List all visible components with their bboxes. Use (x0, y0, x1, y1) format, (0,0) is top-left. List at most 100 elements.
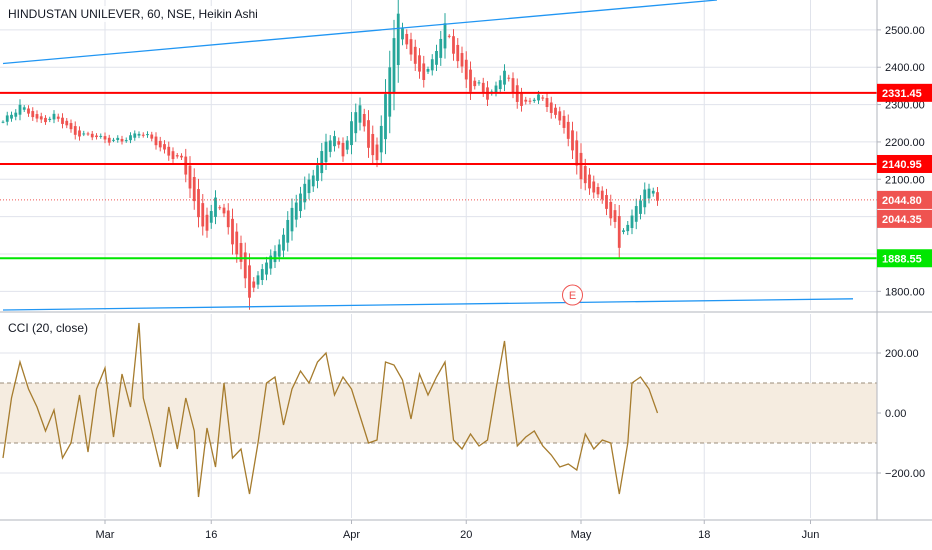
secondary-price-badge-label: 2044.35 (882, 214, 922, 226)
candle (405, 29, 409, 50)
candle (430, 54, 434, 76)
candle (609, 194, 613, 226)
candle-body (435, 50, 438, 65)
candle-body (354, 112, 358, 134)
secondary-price-badge-bg (877, 209, 932, 228)
candle-body (56, 116, 60, 119)
candle (656, 186, 659, 206)
candle (129, 132, 132, 144)
candle-body (498, 80, 502, 90)
candle (82, 130, 86, 137)
candle (626, 220, 630, 236)
time-tick-label: 20 (460, 529, 472, 541)
candle (354, 103, 358, 142)
candle-body (443, 23, 447, 49)
candle (639, 195, 642, 220)
candle-body (418, 55, 421, 72)
candle (328, 135, 332, 158)
earnings-marker: E (562, 284, 583, 306)
candle-body (358, 105, 362, 123)
candle-body (345, 140, 349, 150)
candle-body (171, 151, 175, 160)
candle-body (286, 219, 290, 243)
secondary-price-badge: 2044.35 (877, 209, 932, 228)
candle (146, 131, 149, 138)
candle (260, 264, 264, 286)
candle-body (201, 203, 205, 227)
candle-body (107, 137, 111, 143)
candle (86, 131, 90, 136)
candle-body (103, 136, 107, 140)
candle-body (596, 187, 600, 195)
candle (303, 176, 307, 210)
candle-body (634, 206, 638, 222)
candle-body (256, 275, 260, 285)
candle (367, 110, 370, 158)
candle-body (52, 113, 56, 120)
level-badge: 2331.45 (877, 83, 932, 102)
candle-body (473, 80, 477, 87)
candle (350, 112, 353, 155)
candle (511, 72, 515, 99)
candle-body (639, 200, 642, 214)
candle-body (214, 197, 217, 217)
candle (299, 186, 302, 218)
candle (10, 111, 13, 122)
price-tick-label: 2400.00 (885, 62, 925, 74)
candle (31, 107, 35, 121)
chart-title: HINDUSTAN UNILEVER, 60, NSE, Heikin Ashi (6, 6, 260, 22)
candle-body (39, 116, 43, 120)
candle (532, 97, 536, 103)
candle (22, 105, 26, 112)
candle (95, 133, 98, 140)
candle (290, 198, 294, 241)
candle (524, 96, 528, 105)
candle-body (520, 93, 523, 106)
candle (333, 130, 336, 152)
candle-body (392, 38, 396, 92)
candle-body (95, 135, 98, 138)
candle-body (609, 201, 613, 219)
candle-body (158, 140, 162, 148)
price-tick-label: 1800.00 (885, 286, 925, 298)
candle (345, 136, 349, 155)
earnings-label: E (569, 290, 576, 302)
candle (392, 19, 396, 111)
candle (205, 207, 209, 238)
candle (39, 112, 43, 124)
candle (116, 135, 120, 143)
candle-body (524, 99, 528, 102)
candle (231, 208, 234, 255)
candle (107, 134, 111, 146)
candle-body (44, 117, 47, 123)
level-badge-bg (877, 249, 932, 268)
candle-body (188, 165, 192, 189)
price-tick-label: 2100.00 (885, 174, 925, 186)
candle (1, 120, 5, 124)
candle (443, 13, 447, 59)
candle (141, 132, 145, 138)
candle (158, 136, 162, 152)
candle-body (464, 59, 468, 80)
candle (188, 156, 192, 198)
candle-body (18, 104, 22, 115)
candle-body (656, 192, 659, 201)
candle-body (494, 85, 498, 93)
candle-body (239, 243, 243, 262)
candle-body (541, 97, 545, 99)
candle-body (566, 121, 570, 139)
candle-body (222, 207, 226, 214)
candle (579, 143, 583, 189)
candle-body (78, 130, 81, 137)
candle (239, 235, 243, 270)
candle (222, 203, 226, 218)
candle (294, 194, 298, 228)
candle (124, 137, 128, 143)
candle-body (316, 165, 319, 181)
candle (562, 110, 566, 134)
candle (426, 66, 430, 75)
candle-body (184, 156, 188, 175)
candle (435, 44, 438, 71)
